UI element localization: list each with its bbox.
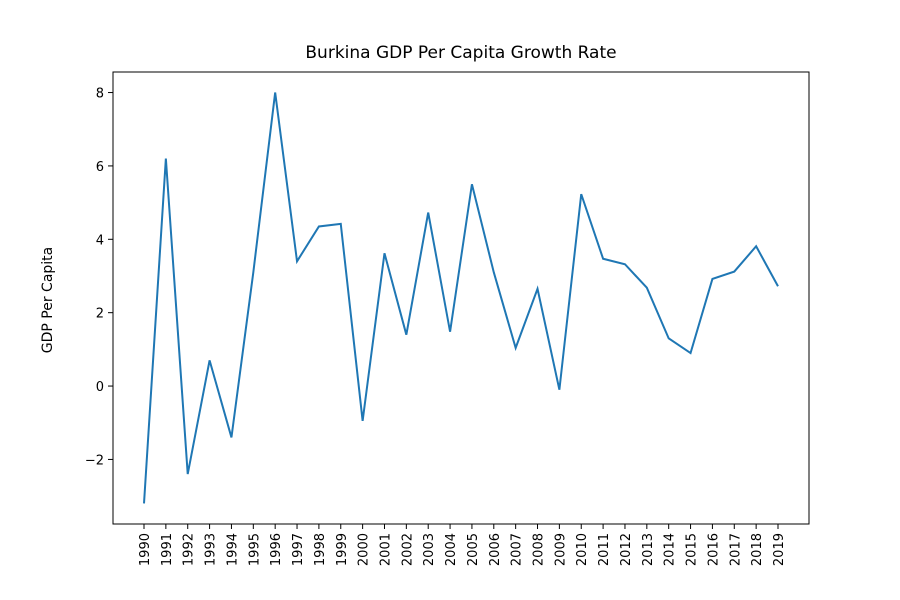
plot-frame	[112, 71, 810, 525]
x-tick-label: 2017	[728, 533, 743, 566]
x-tick-label: 2004	[444, 533, 459, 566]
x-tick-label: 1996	[269, 533, 284, 566]
x-tick-label: 2013	[641, 533, 656, 566]
y-tick-label: 0	[96, 380, 104, 395]
x-tick-label: 2011	[597, 533, 612, 566]
y-tick-label: 8	[96, 87, 104, 102]
y-tick-label: 2	[96, 307, 104, 322]
x-tick-label: 1993	[204, 533, 219, 566]
y-tick-label: 6	[96, 160, 104, 175]
x-tick-label: 2003	[422, 533, 437, 566]
y-axis: −2 0 2 4 6 8	[85, 87, 113, 468]
x-tick-label: 2015	[685, 533, 700, 566]
y-axis-label: GDP Per Capita	[40, 247, 56, 353]
x-tick-label: 2006	[488, 533, 503, 566]
x-tick-label: 2005	[466, 533, 481, 566]
x-tick-label: 1994	[225, 533, 240, 566]
chart-title: Burkina GDP Per Capita Growth Rate	[305, 43, 616, 63]
y-tick-label: 4	[96, 233, 104, 248]
x-tick-label: 1998	[313, 533, 328, 566]
x-tick-label: 2016	[706, 533, 721, 566]
x-tick-label: 1995	[247, 533, 262, 566]
x-tick-label: 1990	[138, 533, 153, 566]
x-tick-label: 2012	[619, 533, 634, 566]
x-tick-label: 1991	[160, 533, 175, 566]
series-line	[143, 92, 779, 504]
x-axis: 1990 1991 1992 1993 1994 1995 1996 1997 1998 1999…	[138, 524, 787, 566]
x-tick-label: 2019	[772, 533, 787, 566]
x-tick-label: 2001	[378, 533, 393, 566]
x-tick-label: 2002	[400, 533, 415, 566]
x-tick-label: 2000	[357, 533, 372, 566]
x-tick-label: 2008	[532, 533, 547, 566]
x-tick-label: 1992	[182, 533, 197, 566]
x-tick-label: 2018	[750, 533, 765, 566]
x-tick-label: 2009	[553, 533, 568, 566]
x-tick-label: 1999	[335, 533, 350, 566]
x-tick-label: 2007	[510, 533, 525, 566]
x-tick-label: 2014	[663, 533, 678, 566]
x-tick-label: 1997	[291, 533, 306, 566]
y-tick-label: −2	[85, 453, 104, 468]
x-tick-label: 2010	[575, 533, 590, 566]
